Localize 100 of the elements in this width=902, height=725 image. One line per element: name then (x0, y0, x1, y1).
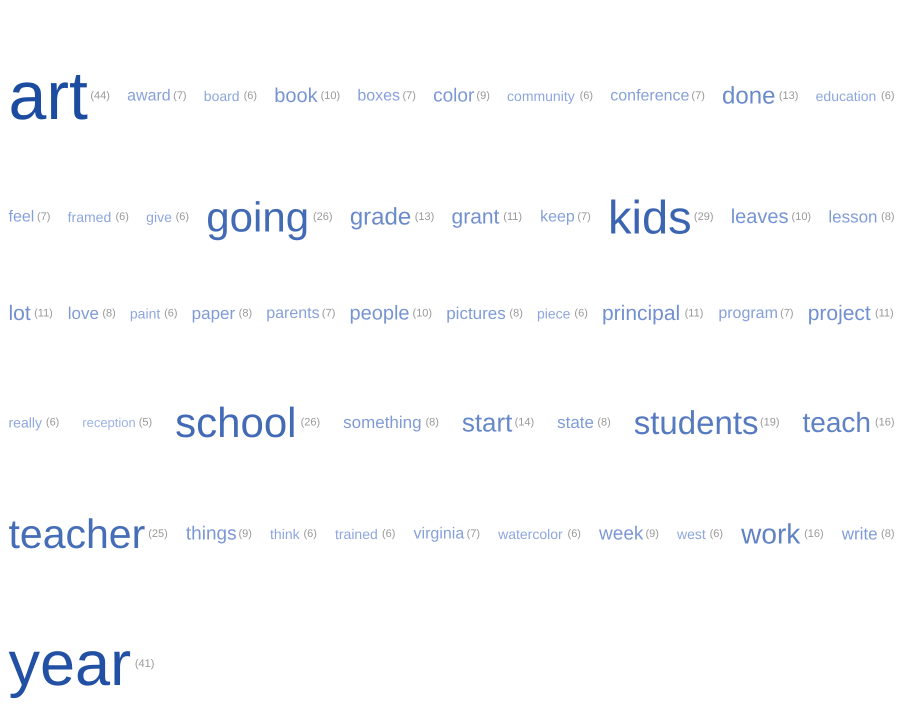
data-label: (44) (90, 90, 110, 102)
category-label: teach (802, 406, 871, 438)
data-label: (11) (684, 307, 704, 320)
category-label: principal (602, 302, 680, 325)
category-label: state (557, 412, 594, 432)
category-label: work (740, 518, 802, 550)
data-label: (8) (509, 307, 523, 320)
data-label: (7) (780, 307, 794, 320)
category-label: watercolor (497, 526, 564, 542)
category-label: feel (8, 208, 34, 226)
category-label: lesson (828, 207, 878, 226)
data-label: (8) (238, 307, 252, 320)
data-label: (8) (881, 528, 895, 540)
category-label: framed (68, 208, 112, 225)
category-label: paint (130, 305, 160, 322)
data-label: (6) (574, 307, 588, 320)
data-label: (7) (173, 90, 187, 102)
category-label: west (676, 526, 706, 542)
category-label: love (68, 304, 99, 323)
category-label: art (8, 58, 88, 134)
category-label: people (349, 302, 410, 324)
category-label: school (175, 398, 297, 446)
data-label: (6) (881, 90, 895, 102)
data-label: (13) (778, 90, 798, 102)
data-label: (14) (514, 416, 534, 428)
data-label: (6) (568, 528, 581, 540)
category-label: give (146, 208, 172, 225)
category-label: something (343, 412, 422, 432)
category-label: done (722, 82, 776, 110)
category-label: piece (536, 305, 571, 322)
category-label: going (206, 193, 310, 240)
category-label: parents (266, 304, 320, 322)
category-label: grant (452, 205, 500, 228)
data-label: (9) (476, 90, 490, 102)
data-label: (11) (503, 210, 522, 223)
data-label: (8) (881, 210, 895, 223)
data-label: (26) (300, 416, 320, 428)
data-label: (7) (402, 90, 416, 102)
data-label: (26) (313, 210, 333, 223)
data-label: (7) (691, 90, 705, 102)
data-label: (6) (115, 210, 129, 223)
category-label: start (462, 407, 514, 438)
data-label: (11) (34, 307, 53, 320)
data-label: (6) (580, 90, 594, 102)
category-label: week (598, 524, 644, 545)
data-label: (16) (804, 528, 824, 540)
category-label: virginia (414, 526, 464, 543)
data-label: (9) (238, 528, 252, 540)
category-label: conference (610, 88, 690, 105)
data-label: (29) (694, 210, 714, 223)
category-label: color (433, 86, 475, 107)
category-label: grade (350, 203, 412, 230)
category-label: really (8, 414, 42, 430)
data-label: (11) (874, 307, 894, 320)
category-label: education (816, 88, 876, 104)
data-label: (25) (148, 528, 168, 540)
data-label: (13) (414, 210, 434, 223)
data-label: (10) (412, 307, 432, 320)
data-label: (10) (792, 210, 812, 223)
data-label: (7) (466, 528, 480, 540)
category-label: board (204, 88, 240, 104)
category-label: trained (334, 526, 378, 542)
category-label: award (127, 88, 171, 105)
data-label: (19) (760, 416, 780, 428)
category-label: keep (540, 208, 575, 226)
data-label: (6) (303, 528, 317, 540)
category-label: students (634, 404, 759, 441)
data-label: (6) (164, 307, 178, 320)
category-label: program (718, 304, 778, 322)
data-label: (41) (134, 658, 154, 670)
data-label: (8) (425, 416, 439, 428)
category-label: paper (192, 304, 236, 323)
category-label: write (840, 524, 878, 544)
data-label: (10) (320, 90, 340, 102)
data-label: (7) (577, 210, 591, 223)
data-label: (7) (322, 307, 336, 320)
category-label: kids (608, 190, 692, 244)
category-label: pictures (446, 304, 506, 323)
data-label: (16) (874, 416, 895, 428)
category-label: things (186, 524, 237, 545)
data-label: (6) (46, 416, 60, 428)
data-label: (9) (645, 528, 659, 540)
category-label: book (274, 85, 319, 108)
category-label: reception (82, 414, 136, 430)
category-label: project (808, 302, 871, 325)
data-label: (6) (710, 528, 724, 540)
category-label: think (270, 526, 301, 542)
category-label: leaves (730, 206, 789, 228)
category-label: boxes (357, 88, 400, 105)
data-label: (7) (36, 210, 50, 223)
category-label: community (507, 88, 575, 104)
data-label: (8) (597, 416, 611, 428)
category-label: lot (8, 302, 31, 325)
data-label: (8) (102, 307, 116, 320)
category-label: year (8, 628, 132, 699)
data-label: (6) (382, 528, 396, 540)
data-label: (6) (176, 210, 190, 223)
data-label: (5) (138, 416, 152, 428)
data-label: (6) (244, 90, 258, 102)
category-label: teacher (8, 511, 146, 558)
